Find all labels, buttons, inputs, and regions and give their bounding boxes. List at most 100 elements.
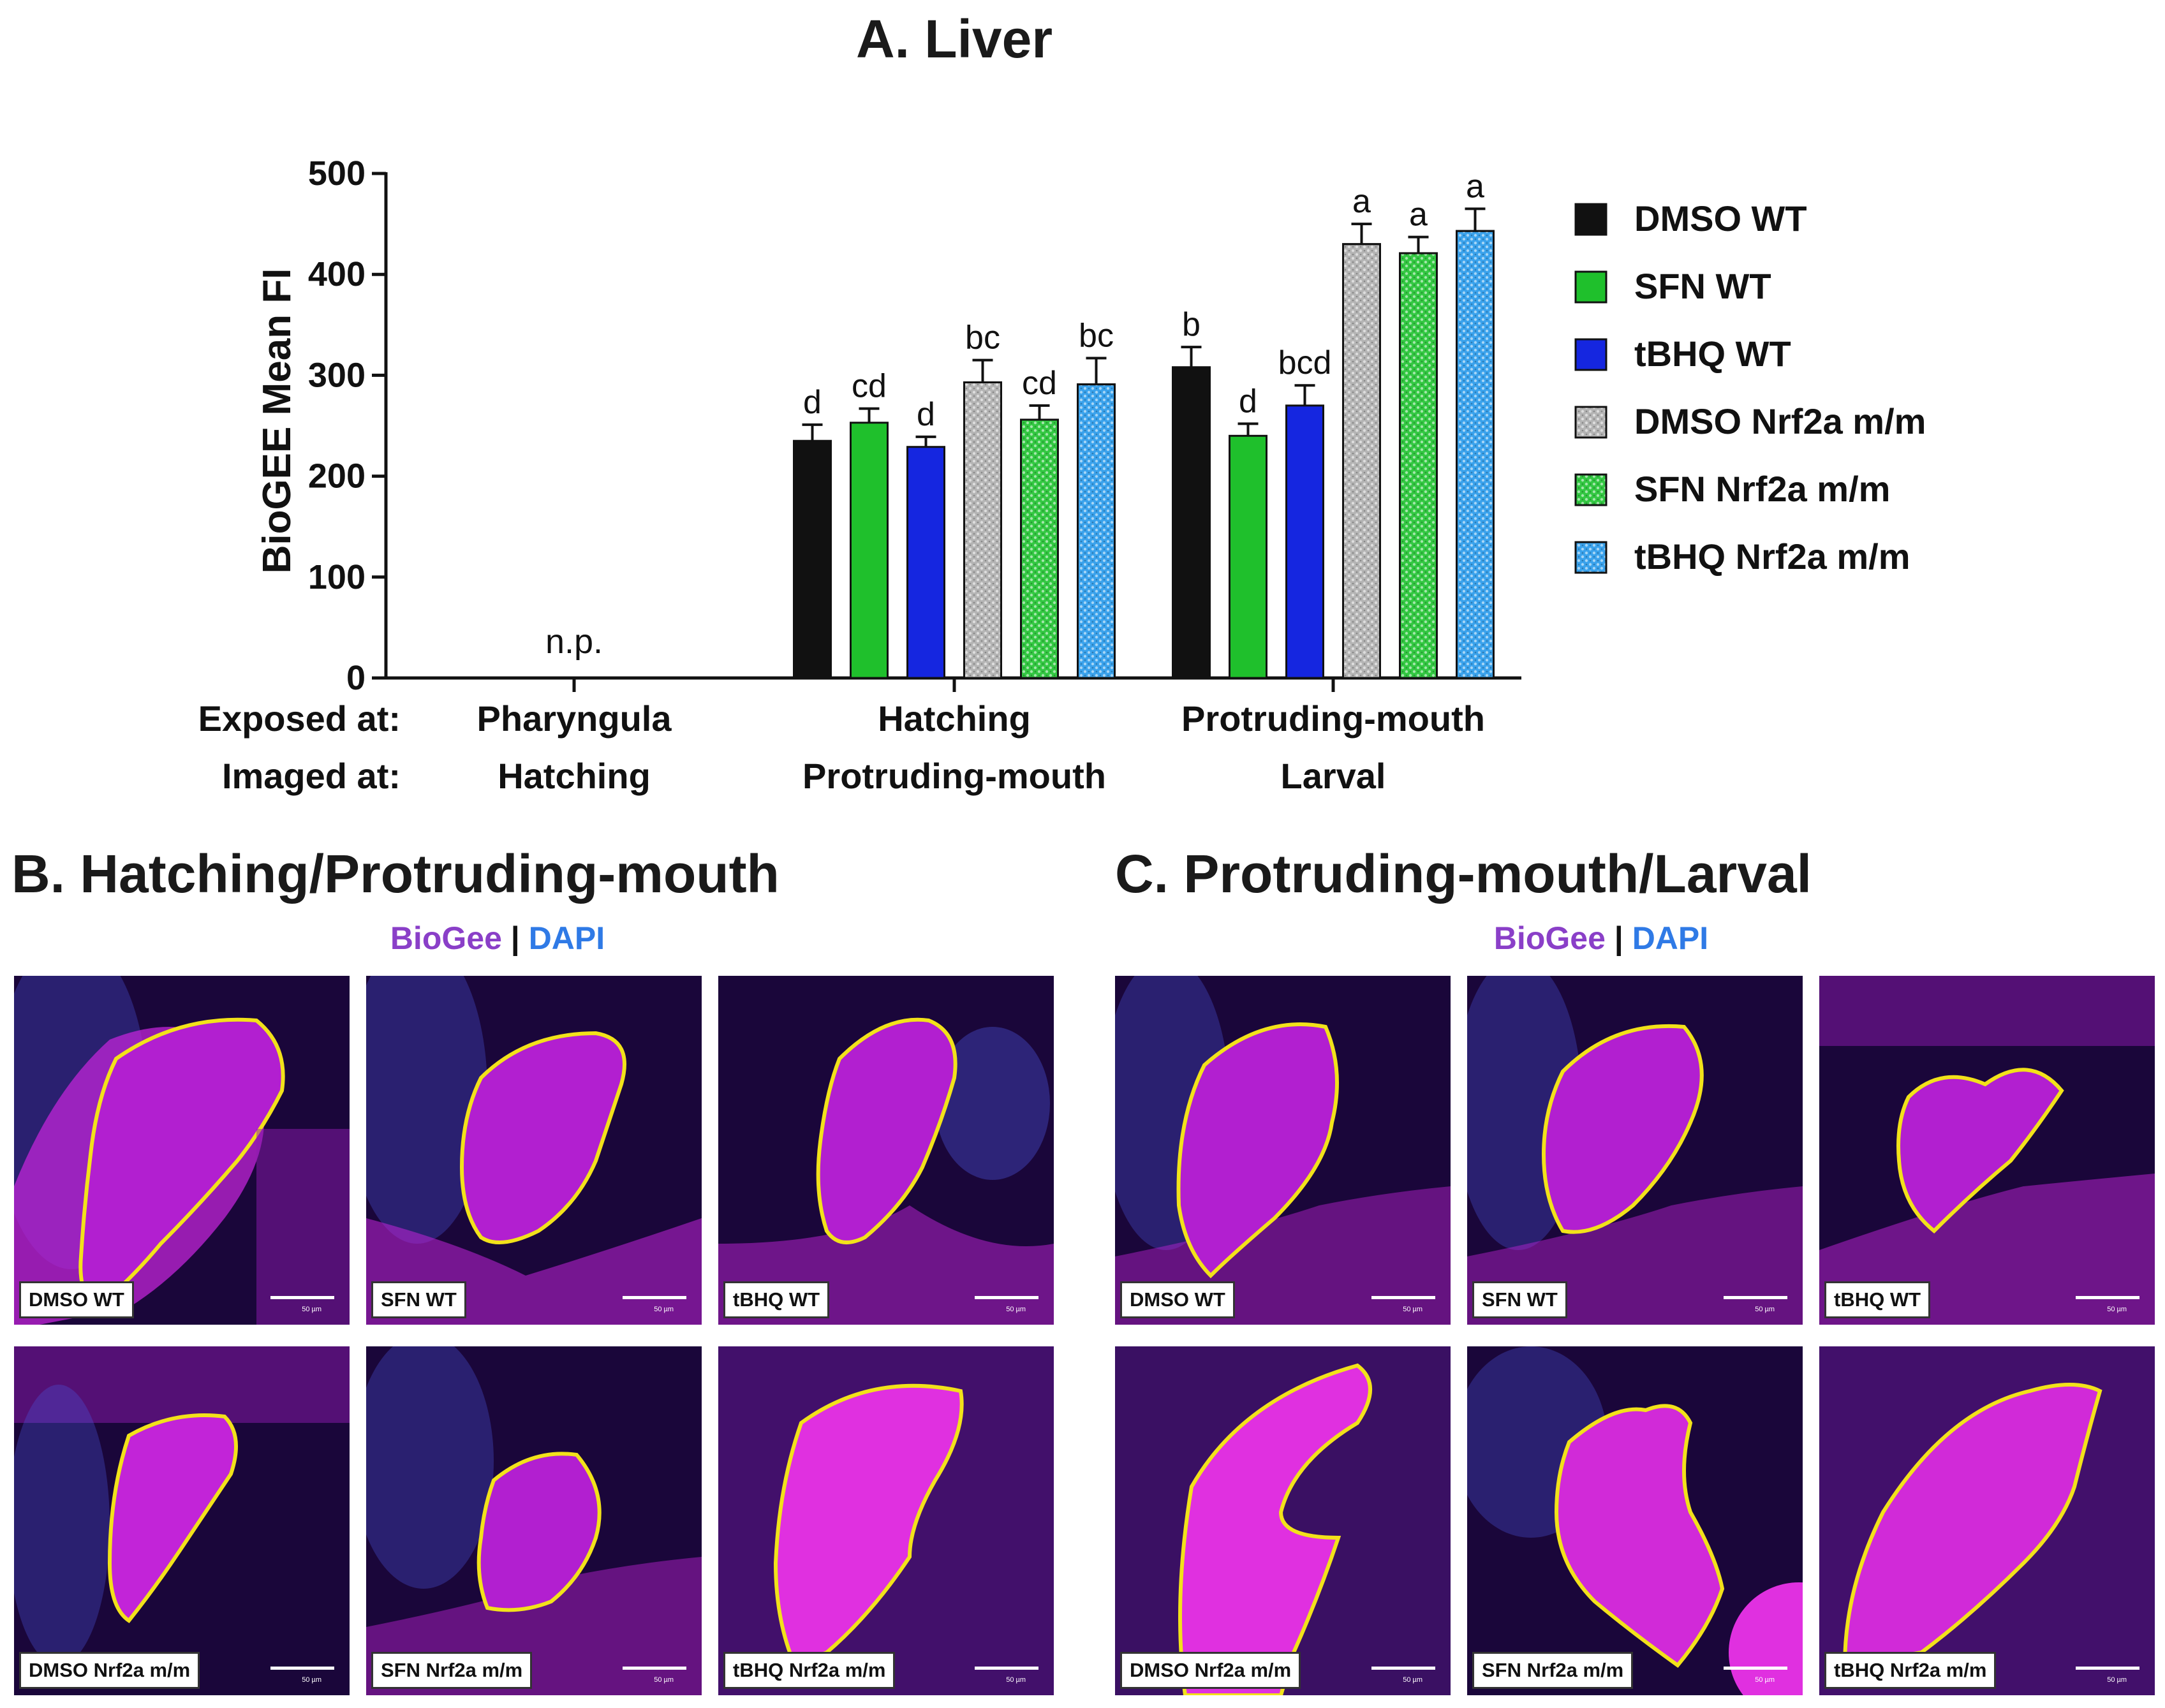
- significance-letter: d: [803, 384, 822, 421]
- micrograph-b-tbhq-wt: tBHQ WT 50 µm: [718, 976, 1054, 1325]
- bar: [793, 439, 832, 679]
- bar-group: bcd: [1278, 344, 1332, 679]
- stain-biogee-label: BioGee: [390, 920, 502, 956]
- bar-group: cd: [850, 368, 889, 679]
- y-tick-label: 0: [346, 659, 366, 697]
- bar-pattern: [1399, 252, 1438, 679]
- tissue-image: [366, 1346, 702, 1695]
- legend-swatch: [1574, 203, 1607, 236]
- scale-bar-label: 50 µm: [1755, 1676, 1775, 1684]
- group-1-note: n.p.: [545, 622, 603, 661]
- significance-letter: a: [1409, 196, 1428, 233]
- y-tick-label: 500: [308, 154, 366, 193]
- scale-bar-label: 50 µm: [1403, 1306, 1422, 1313]
- legend-swatch: [1574, 270, 1607, 304]
- panel-label: SFN WT: [371, 1281, 466, 1318]
- bar-group: b: [1172, 306, 1211, 679]
- scale-bar: [975, 1667, 1038, 1670]
- panel-b-stain-legend: BioGee | DAPI: [357, 920, 638, 957]
- panel-label: tBHQ WT: [723, 1281, 830, 1318]
- scale-bar: [975, 1296, 1038, 1299]
- bar: [906, 446, 945, 679]
- scale-bar-label: 50 µm: [654, 1676, 674, 1684]
- significance-letter: b: [1182, 306, 1201, 343]
- bar-pattern: [1342, 243, 1381, 679]
- group-3-imaged: Larval: [1281, 756, 1386, 796]
- tissue-image: [1819, 1346, 2155, 1695]
- tissue-image: [1115, 1346, 1451, 1695]
- panel-label: tBHQ WT: [1824, 1281, 1931, 1318]
- panel-label: DMSO WT: [1120, 1281, 1235, 1318]
- scale-bar: [1371, 1667, 1435, 1670]
- micrograph-b-dmso-nrf2a: DMSO Nrf2a m/m 50 µm: [14, 1346, 350, 1695]
- bar: [1285, 404, 1324, 679]
- micrograph-b-tbhq-nrf2a: tBHQ Nrf2a m/m 50 µm: [718, 1346, 1054, 1695]
- bar: [1172, 366, 1211, 679]
- legend-label: DMSO WT: [1634, 198, 1807, 239]
- micrograph-b-sfn-nrf2a: SFN Nrf2a m/m 50 µm: [366, 1346, 702, 1695]
- scale-bar: [1371, 1296, 1435, 1299]
- y-tick-label: 400: [308, 255, 366, 293]
- y-tick-label: 100: [308, 558, 366, 596]
- scale-bar: [270, 1296, 334, 1299]
- scale-bar-label: 50 µm: [1006, 1676, 1026, 1684]
- micrograph-c-tbhq-wt: tBHQ WT 50 µm: [1819, 976, 2155, 1325]
- micrograph-c-sfn-nrf2a: SFN Nrf2a m/m 50 µm: [1467, 1346, 1803, 1695]
- bar-pattern: [1077, 383, 1116, 679]
- y-axis: 0 100 200 300 400 500: [308, 154, 388, 697]
- micrograph-b-dmso-wt: DMSO WT 50 µm: [14, 976, 350, 1325]
- significance-letter: bc: [965, 320, 1000, 357]
- scale-bar-label: 50 µm: [302, 1306, 321, 1313]
- liver-bar-chart: A. Liver BioGEE Mean FI 0 100 200 300 400 500…: [198, 9, 1926, 796]
- group-3-exposed: Protruding-mouth: [1181, 698, 1485, 739]
- group-2-exposed: Hatching: [878, 698, 1031, 739]
- y-tick-label: 200: [308, 457, 366, 496]
- legend-label: tBHQ WT: [1634, 334, 1791, 374]
- stain-biogee-label: BioGee: [1493, 920, 1606, 956]
- legend-swatch-pattern: [1574, 406, 1607, 439]
- panel-label: tBHQ Nrf2a m/m: [1824, 1652, 1997, 1689]
- panel-b-title: B. Hatching/Protruding-mouth: [11, 844, 780, 904]
- tissue-image: [1467, 1346, 1803, 1695]
- tissue-image: [718, 1346, 1054, 1695]
- panel-label: SFN WT: [1472, 1281, 1567, 1318]
- scale-bar: [270, 1667, 334, 1670]
- bar: [1229, 434, 1267, 679]
- bar-pattern: [1456, 230, 1495, 679]
- micrograph-c-sfn-wt: SFN WT 50 µm: [1467, 976, 1803, 1325]
- scale-bar-label: 50 µm: [1755, 1306, 1775, 1313]
- significance-letter: a: [1352, 183, 1371, 220]
- x-category-labels: Exposed at: Imaged at: Pharyngula Hatchi…: [198, 622, 1485, 796]
- panel-label: SFN Nrf2a m/m: [1472, 1652, 1634, 1689]
- significance-letter: cd: [852, 368, 887, 405]
- significance-letter: d: [1239, 383, 1257, 420]
- legend-swatch-pattern: [1574, 473, 1607, 506]
- scale-bar-label: 50 µm: [654, 1306, 674, 1313]
- panel-label: DMSO WT: [19, 1281, 134, 1318]
- panel-label: SFN Nrf2a m/m: [371, 1652, 533, 1689]
- legend-item: tBHQ Nrf2a m/m: [1574, 536, 1910, 577]
- legend-swatch-pattern: [1574, 541, 1607, 574]
- stain-separator: |: [1614, 920, 1623, 956]
- bar-group: bc: [1077, 318, 1116, 679]
- legend-swatch: [1574, 338, 1607, 371]
- bar-group: a: [1342, 183, 1381, 679]
- legend-item: tBHQ WT: [1574, 334, 1791, 374]
- legend-label: SFN WT: [1634, 266, 1771, 306]
- bar-group: cd: [1020, 365, 1059, 679]
- panel-c-title: C. Protruding-mouth/Larval: [1115, 844, 1812, 904]
- row-label-exposed: Exposed at:: [198, 698, 401, 739]
- legend-label: tBHQ Nrf2a m/m: [1634, 536, 1910, 577]
- tissue-image: [14, 976, 350, 1325]
- scale-bar-label: 50 µm: [302, 1676, 321, 1684]
- group-1-imaged: Hatching: [498, 756, 651, 796]
- significance-letter: bcd: [1278, 344, 1332, 381]
- bar-pattern: [963, 381, 1002, 679]
- stain-dapi-label: DAPI: [528, 920, 605, 956]
- bar: [850, 422, 889, 679]
- stain-dapi-label: DAPI: [1632, 920, 1709, 956]
- group-2-imaged: Protruding-mouth: [802, 756, 1106, 796]
- scale-bar-label: 50 µm: [2107, 1676, 2127, 1684]
- tissue-image: [366, 976, 702, 1325]
- panel-label: DMSO Nrf2a m/m: [1120, 1652, 1301, 1689]
